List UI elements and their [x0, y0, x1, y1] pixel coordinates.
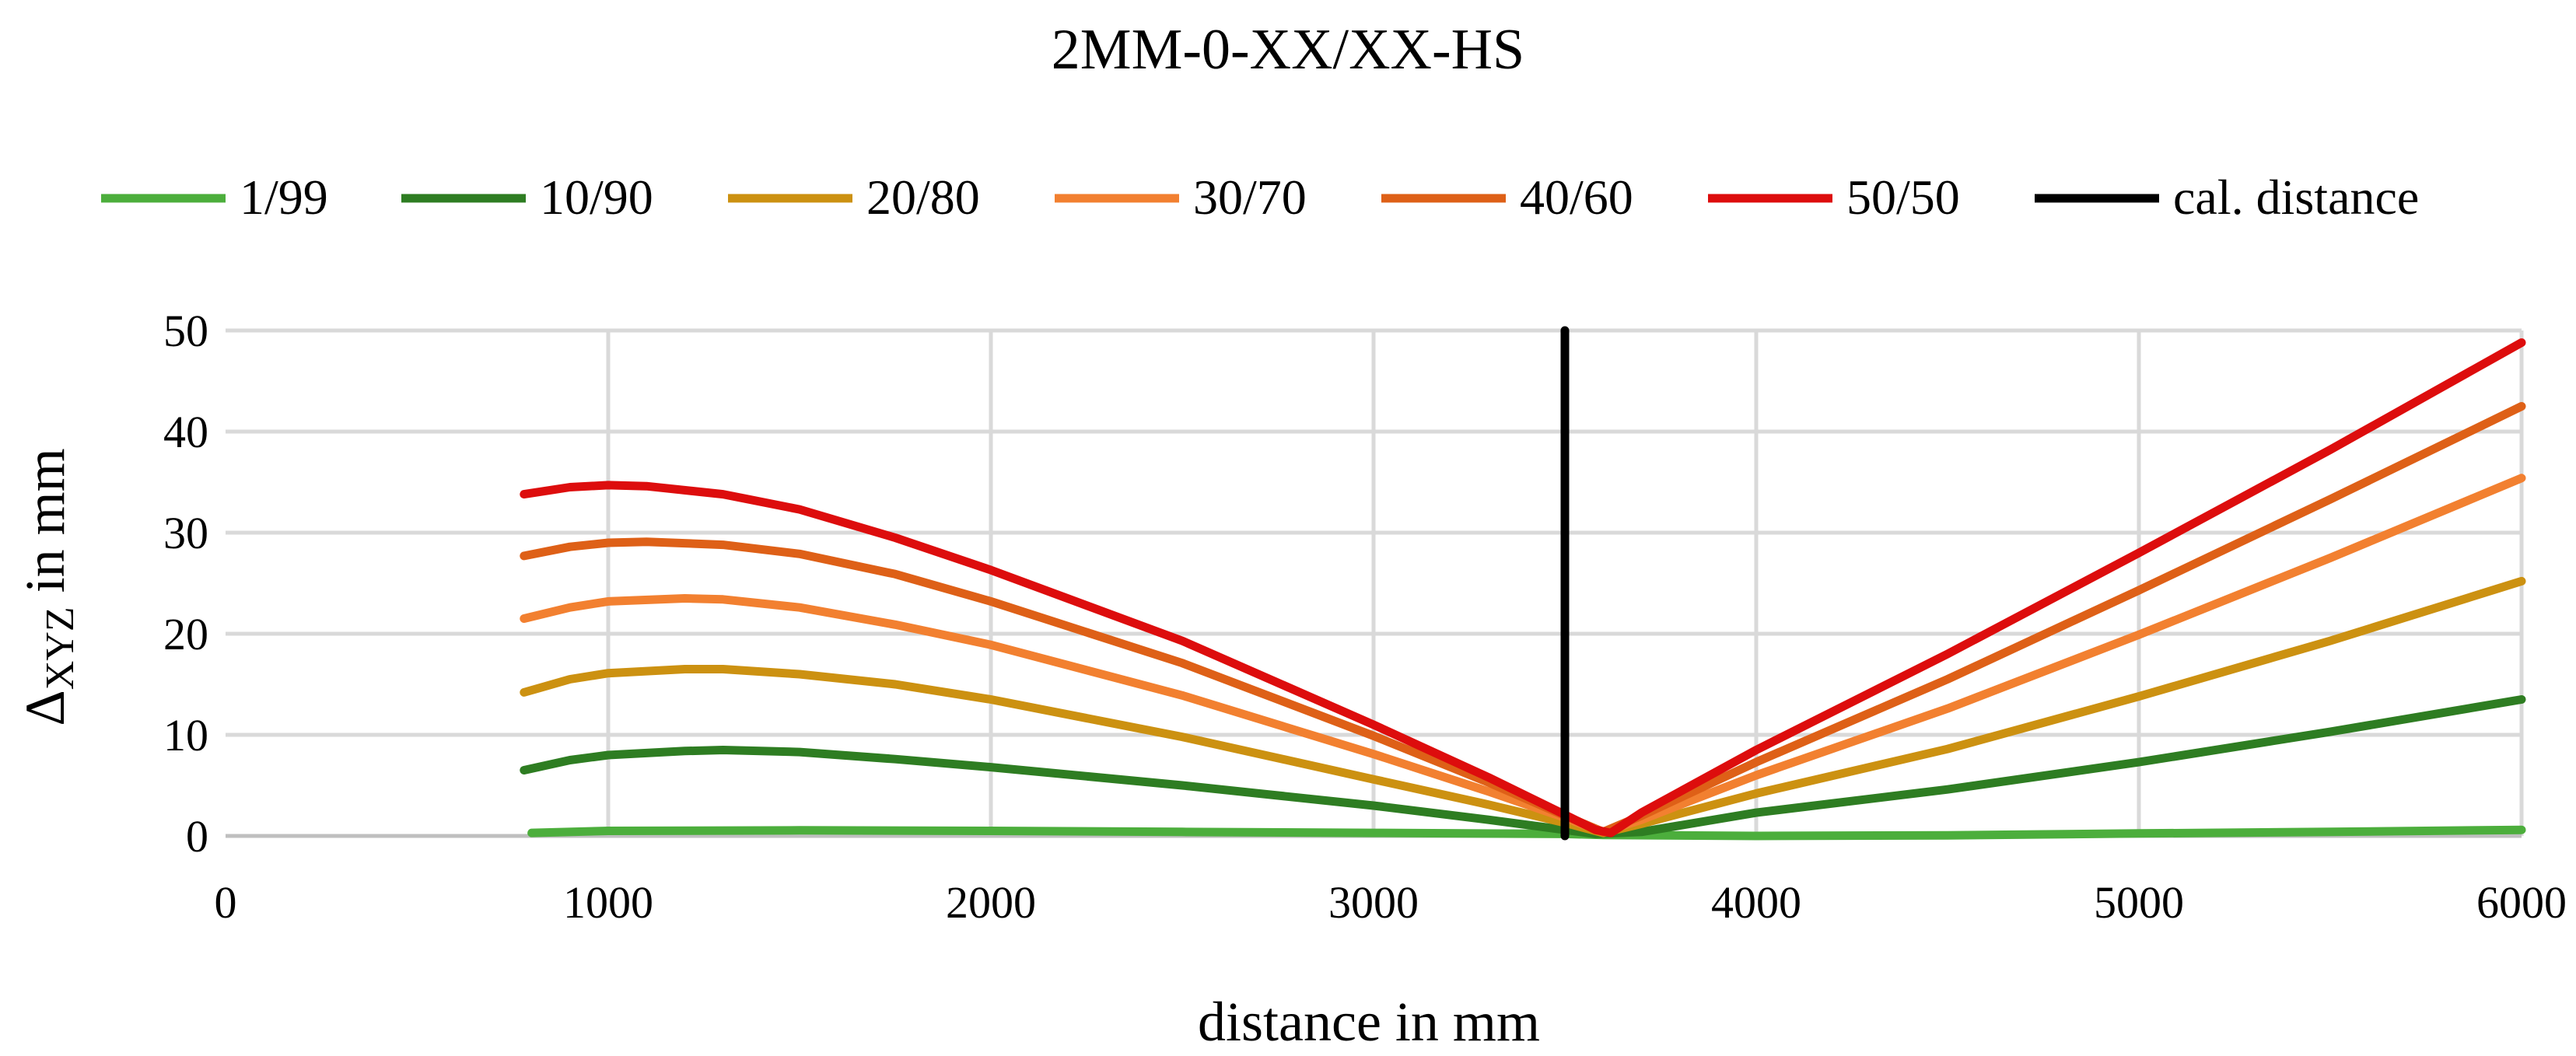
series-line-3 — [520, 474, 2526, 837]
series-lines — [520, 326, 2526, 841]
y-tick-label-20: 20 — [163, 609, 208, 659]
legend-label-0: 1/99 — [240, 170, 328, 225]
y-axis-title-main: Δ — [14, 690, 76, 726]
y-tick-label-50: 50 — [163, 306, 208, 356]
y-tick-label-10: 10 — [163, 710, 208, 761]
legend-label-5: 50/50 — [1846, 170, 1960, 225]
x-tick-label-2000: 2000 — [946, 877, 1036, 928]
y-tick-label-30: 30 — [163, 508, 208, 558]
y-axis-ticks: 0 10 20 30 40 50 — [163, 306, 208, 862]
series-line-4 — [520, 402, 2526, 837]
legend-label-4: 40/60 — [1520, 170, 1633, 225]
x-tick-label-5000: 5000 — [2094, 877, 2184, 928]
legend-label-6: cal. distance — [2173, 170, 2419, 225]
x-axis-ticks: 0 1000 2000 3000 4000 5000 6000 — [215, 877, 2567, 928]
x-tick-label-1000: 1000 — [563, 877, 653, 928]
legend-label-1: 10/90 — [540, 170, 653, 225]
y-axis-title-subscript: XYZ — [38, 607, 82, 690]
y-axis-title: ΔXYZ in mm — [14, 448, 82, 726]
chart-title: 2MM-0-XX/XX-HS — [1052, 18, 1524, 82]
x-tick-label-0: 0 — [215, 877, 237, 928]
series-line-2 — [520, 576, 2526, 837]
x-tick-label-4000: 4000 — [1711, 877, 1801, 928]
series-line-1 — [520, 695, 2526, 838]
legend-label-3: 30/70 — [1193, 170, 1307, 225]
y-tick-label-40: 40 — [163, 407, 208, 457]
x-tick-label-3000: 3000 — [1328, 877, 1419, 928]
legend-label-2: 20/80 — [866, 170, 980, 225]
legend: 1/99 10/90 20/80 30/70 40/60 50/50 cal. distan… — [101, 170, 2419, 225]
y-axis-title-tail: in mm — [14, 448, 76, 607]
series-line-5 — [520, 338, 2526, 837]
x-tick-label-6000: 6000 — [2476, 877, 2567, 928]
x-axis-title: distance in mm — [1198, 991, 1540, 1053]
y-tick-label-0: 0 — [186, 811, 208, 862]
